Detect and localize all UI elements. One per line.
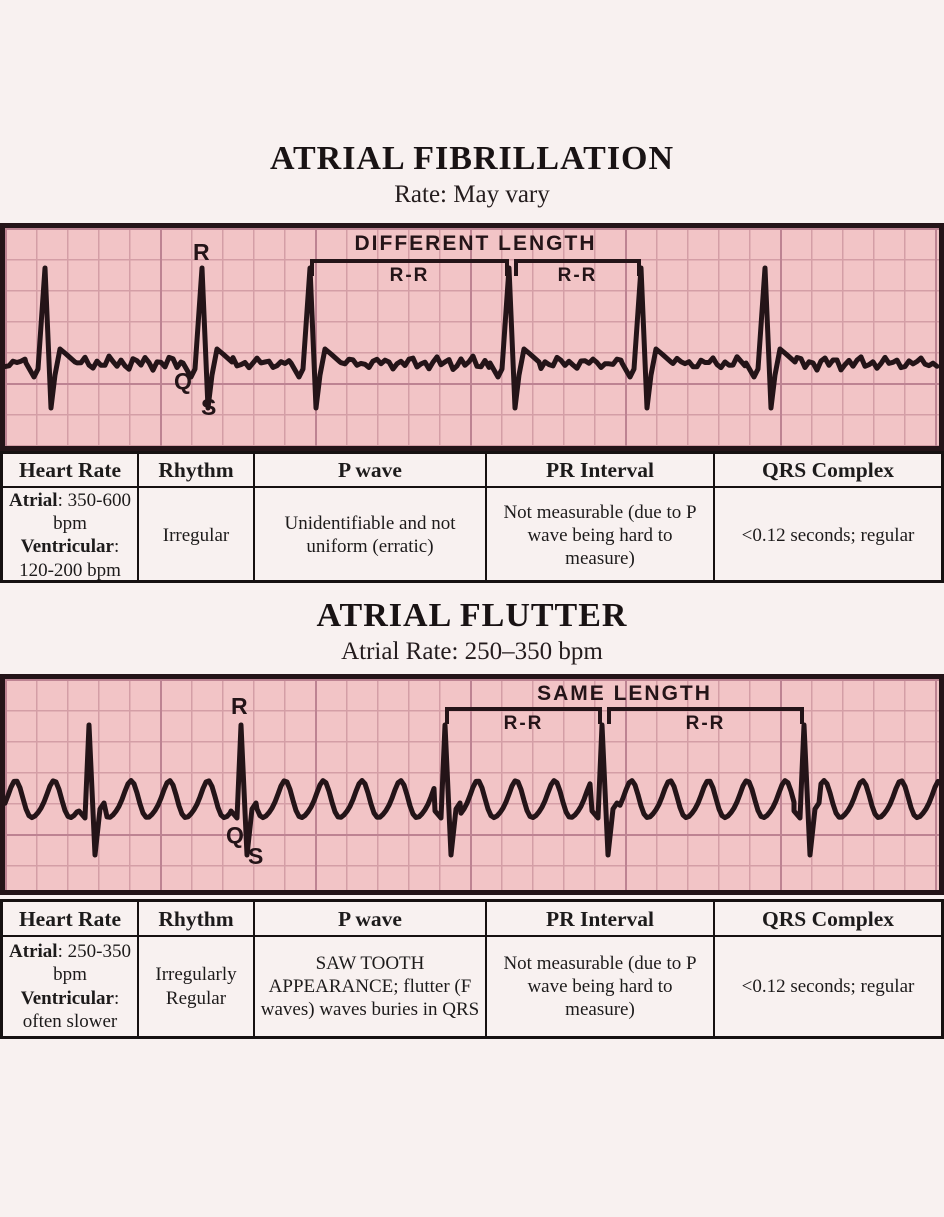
afl-atrial-value: : 250-350 bpm (53, 941, 131, 986)
af-ecg-chart (5, 265, 939, 411)
afl-atrial-label: Atrial (9, 941, 58, 963)
afl-header-p-wave: P wave (255, 902, 487, 938)
af-subtitle: Rate: May vary (394, 181, 550, 209)
afl-table: Heart Rate Rhythm P wave PR Interval QRS… (0, 899, 944, 1040)
afl-rr-label-1: R-R (503, 713, 544, 735)
af-ecg-strip: DIFFERENT LENGTH R-R R-R R Q S (0, 223, 944, 452)
afl-header-pr-interval: PR Interval (487, 902, 715, 938)
af-table: Heart Rate Rhythm P wave PR Interval QRS… (0, 451, 944, 584)
afl-cell-rhythm: Irregularly Regular (139, 937, 255, 1037)
af-rr-label-2: R-R (557, 265, 598, 287)
afl-title: ATRIAL FLUTTER (316, 597, 628, 635)
af-cell-heart-rate: Atrial: 350-600 bpm Ventricular: 120-200… (3, 488, 139, 583)
afl-s-wave-label: S (248, 843, 264, 870)
afl-header-heart-rate: Heart Rate (3, 902, 139, 938)
af-cell-rhythm: Irregular (139, 488, 255, 583)
afl-r-wave-label: R (231, 693, 248, 720)
afl-cell-heart-rate: Atrial: 250-350 bpm Ventricular: often s… (3, 937, 139, 1037)
afl-header-rhythm: Rhythm (139, 902, 255, 938)
afl-subtitle: Atrial Rate: 250–350 bpm (341, 638, 603, 666)
af-s-wave-label: S (201, 394, 217, 421)
afl-ventricular-value: : often slower (22, 987, 120, 1032)
afl-ecg-waveform (5, 722, 939, 858)
af-rr-bracket-2: R-R (514, 259, 641, 287)
af-cell-qrs-complex: <0.12 seconds; regular (741, 524, 915, 546)
af-ventricular-label: Ventricular (20, 536, 114, 558)
af-length-label: DIFFERENT LENGTH (354, 232, 597, 256)
af-atrial-value: : 350-600 bpm (53, 490, 131, 535)
af-ventricular-value: : 120-200 bpm (19, 536, 121, 581)
afl-rr-bracket-1: R-R (445, 707, 602, 735)
af-rr-label-1: R-R (389, 265, 430, 287)
af-header-pr-interval: PR Interval (487, 454, 715, 489)
af-ecg-waveform (5, 265, 939, 411)
af-cell-pr-interval: Not measurable (due to P wave being hard… (487, 488, 715, 583)
af-rr-bracket-1: R-R (310, 259, 509, 287)
afl-cell-p-wave: SAW TOOTH APPEARANCE; flutter (F waves) … (255, 937, 487, 1037)
afl-ecg-chart (5, 722, 939, 858)
afl-cell-pr-interval: Not measurable (due to P wave being hard… (487, 937, 715, 1037)
af-cell-p-wave: Unidentifiable and not uniform (erratic) (255, 488, 487, 583)
af-q-wave-label: Q (174, 368, 192, 395)
af-header-rhythm: Rhythm (139, 454, 255, 489)
afl-q-wave-label: Q (226, 822, 244, 849)
afl-cell-qrs-complex: <0.12 seconds; regular (741, 976, 915, 998)
afl-title-block: ATRIAL FLUTTER Atrial Rate: 250–350 bpm (0, 597, 944, 666)
af-atrial-label: Atrial (9, 490, 58, 512)
afl-rr-bracket-2: R-R (607, 707, 804, 735)
afl-length-label: SAME LENGTH (537, 682, 712, 706)
afl-ecg-strip: SAME LENGTH R-R R-R R Q S (0, 674, 944, 896)
af-title-block: ATRIAL FIBRILLATION Rate: May vary (0, 140, 944, 209)
af-r-wave-label: R (193, 239, 210, 266)
af-header-p-wave: P wave (255, 454, 487, 489)
afl-rr-label-2: R-R (685, 713, 726, 735)
af-header-heart-rate: Heart Rate (3, 454, 139, 489)
af-header-qrs-complex: QRS Complex (715, 454, 941, 489)
afl-ventricular-label: Ventricular (20, 987, 114, 1009)
afl-header-qrs-complex: QRS Complex (715, 902, 941, 938)
af-title: ATRIAL FIBRILLATION (269, 140, 675, 177)
